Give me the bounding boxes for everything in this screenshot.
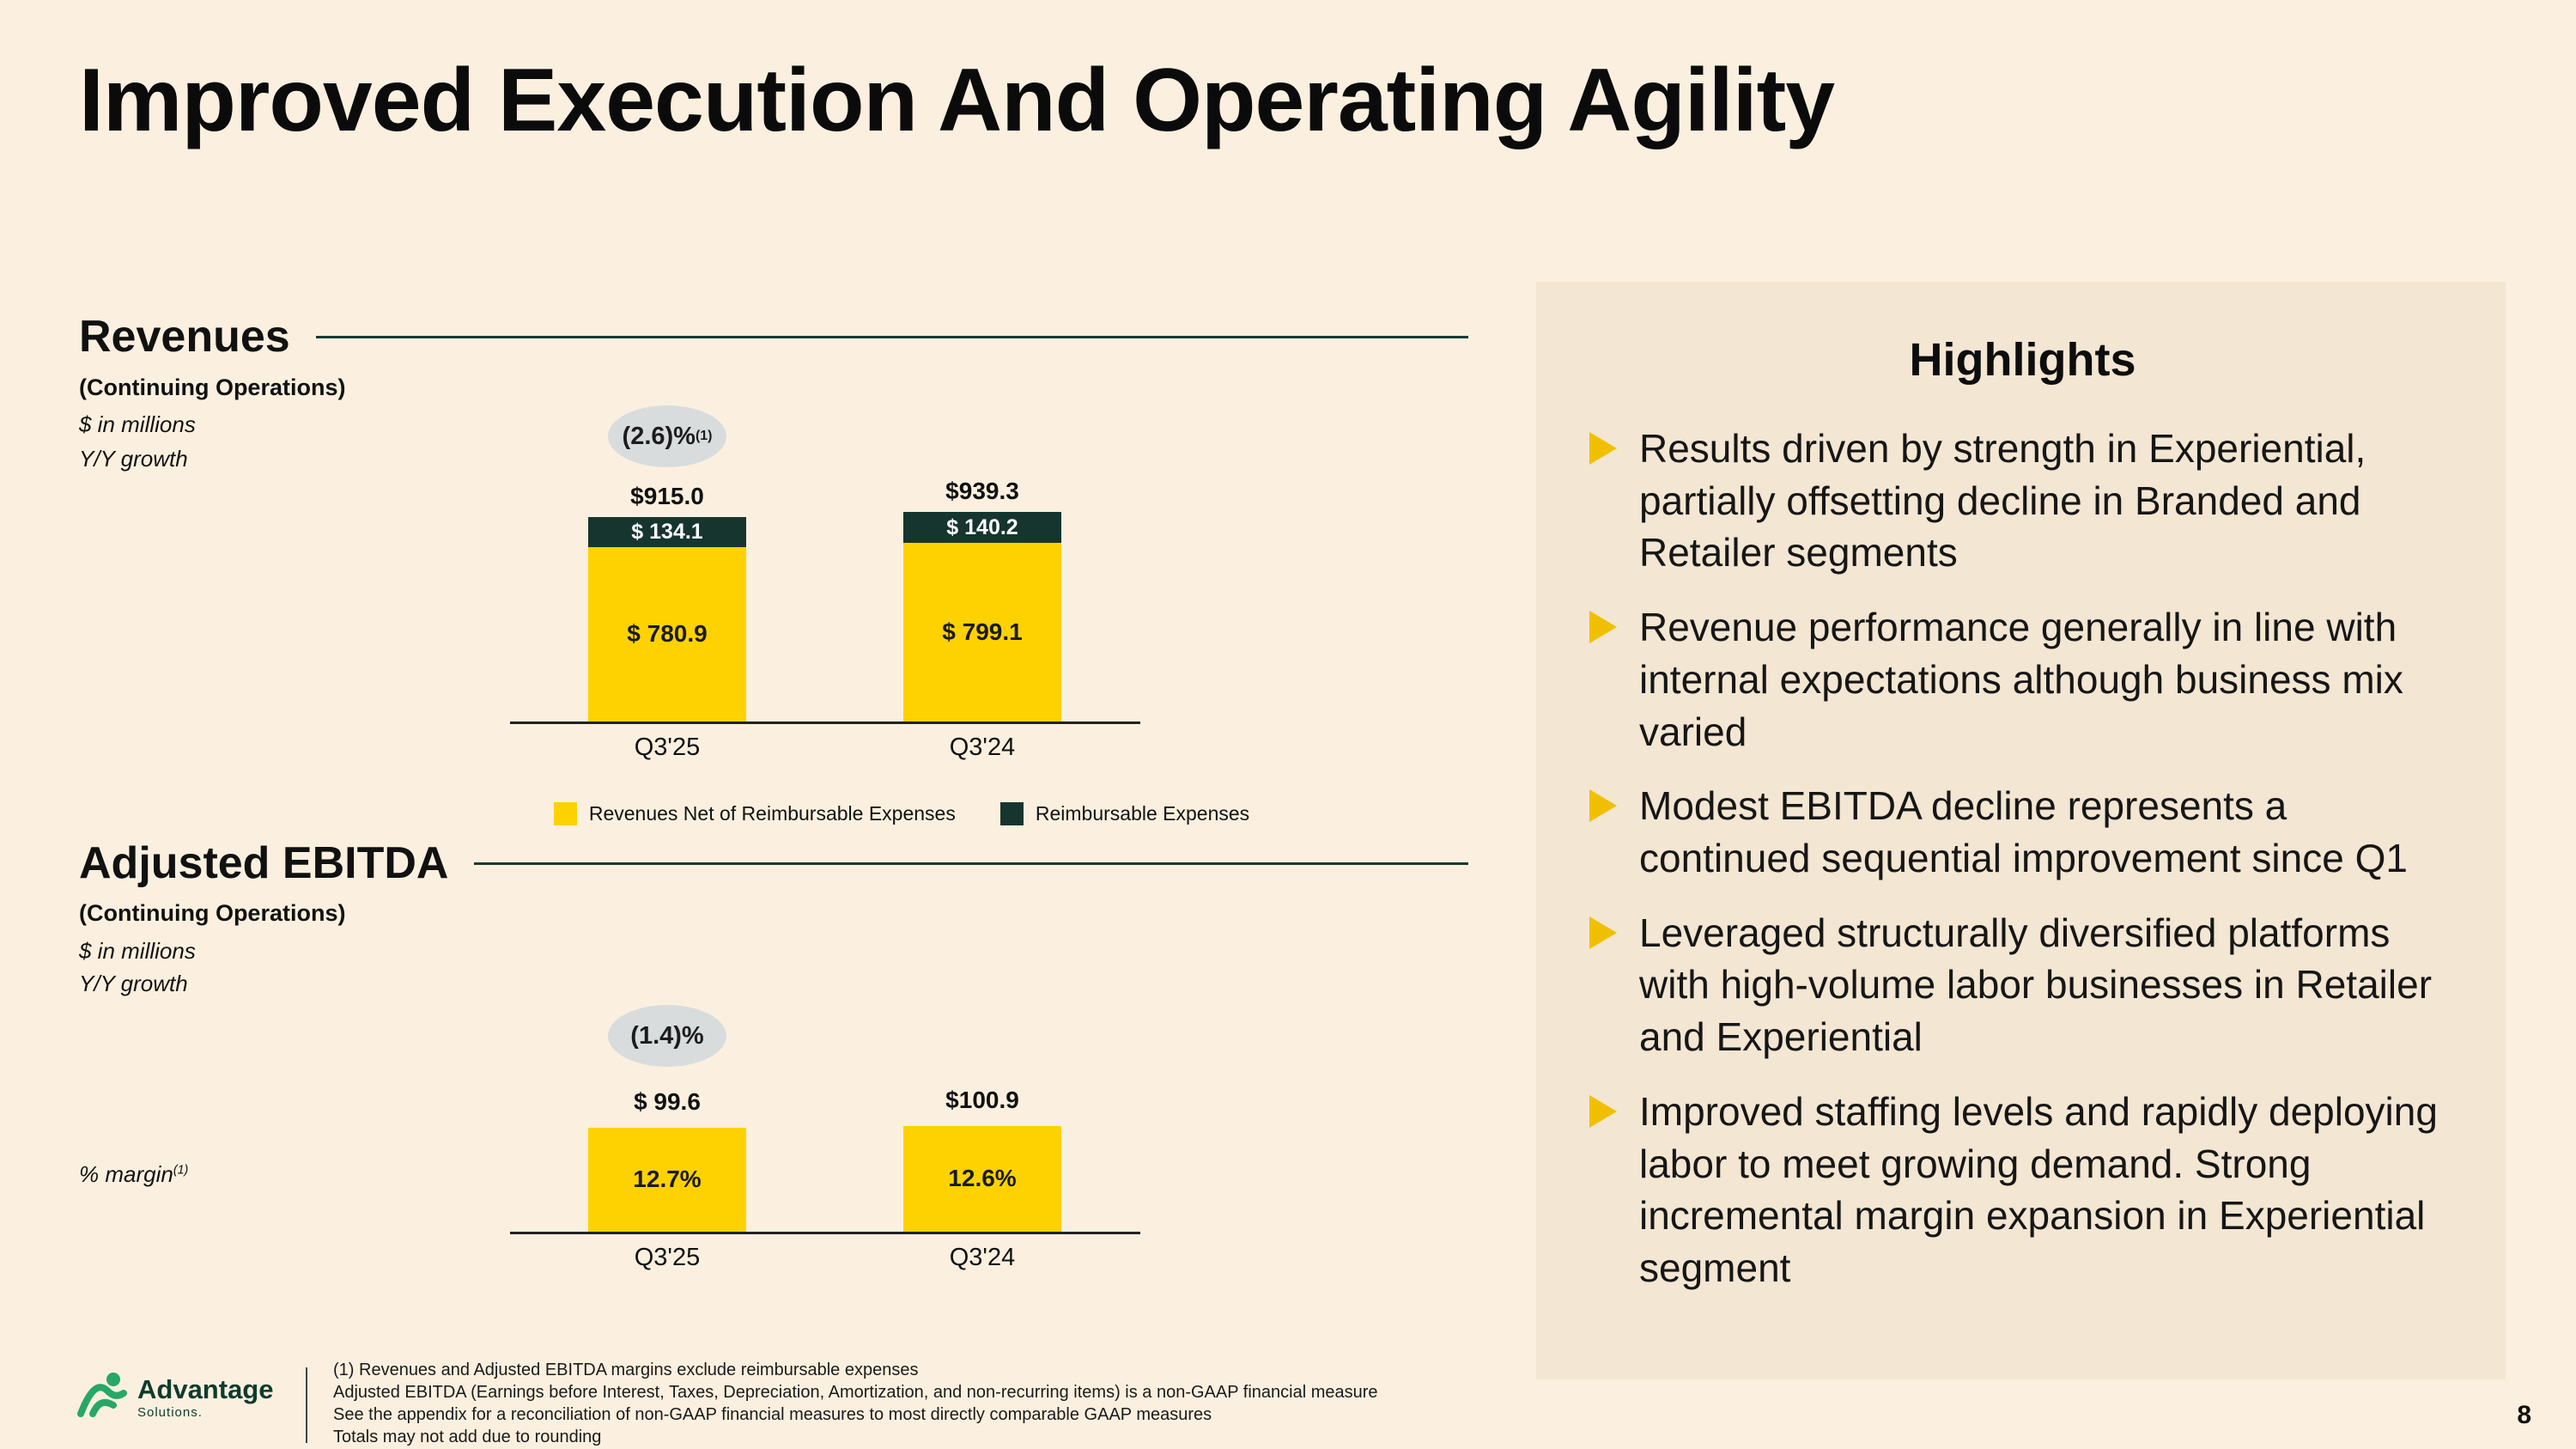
bullet-text: Leveraged structurally diversified platf… xyxy=(1639,910,2433,1060)
legend-label: Revenues Net of Reimbursable Expenses xyxy=(588,802,956,825)
bar-segment-reimbursable: $ 134.1 xyxy=(588,517,746,547)
revenues-units-note: $ in millions xyxy=(79,411,196,437)
highlight-bullet: Leveraged structurally diversified platf… xyxy=(1589,907,2456,1063)
segment-value-label: $ 799.1 xyxy=(942,618,1023,646)
highlight-bullet: Revenue performance generally in line wi… xyxy=(1589,601,2456,758)
bullet-arrow-icon xyxy=(1589,432,1617,465)
bar-segment-net-revenue: $ 780.9 xyxy=(588,546,746,721)
highlight-bullet: Results driven by strength in Experienti… xyxy=(1589,423,2456,579)
revenues-section-heading: Revenues xyxy=(79,311,1468,362)
ebitda-growth-note: Y/Y growth xyxy=(79,971,188,996)
bullet-arrow-icon xyxy=(1589,1094,1617,1128)
logo-sub-wordmark: Solutions. xyxy=(137,1404,203,1420)
heading-rule xyxy=(315,335,1468,338)
x-axis-label-q324: Q3'24 xyxy=(949,734,1016,761)
margin-value-label: 12.6% xyxy=(948,1165,1017,1192)
advantage-solutions-logo: Advantage Solutions. xyxy=(76,1371,273,1423)
page-number: 8 xyxy=(2517,1401,2531,1429)
yoy-growth-value: (1.4)% xyxy=(630,1021,704,1050)
highlights-title: Highlights xyxy=(1909,334,2136,386)
revenues-subheading: (Continuing Operations) xyxy=(79,374,346,400)
legend-swatch-yellow xyxy=(553,802,577,825)
footnote-ref: (1) xyxy=(695,429,713,443)
legend-item-reimbursable: Reimbursable Expenses xyxy=(999,802,1250,825)
heading-rule xyxy=(474,861,1468,865)
highlights-panel: Highlights Results driven by strength in… xyxy=(1536,282,2506,1379)
bar-value-label: $ 99.6 xyxy=(634,1087,701,1115)
ebitda-yoy-badge: (1.4)% xyxy=(608,1005,726,1067)
bullet-text: Modest EBITDA decline represents a conti… xyxy=(1639,783,2408,881)
segment-value-label: $ 134.1 xyxy=(631,520,703,545)
footer-divider xyxy=(306,1367,307,1443)
legend-swatch-dark xyxy=(999,802,1024,825)
bullet-text: Results driven by strength in Experienti… xyxy=(1639,426,2366,575)
yoy-growth-value: (2.6)% xyxy=(622,422,696,450)
ebitda-bar-q324: $100.9 12.6% xyxy=(903,1087,1061,1232)
revenues-yoy-badge: (2.6)% (1) xyxy=(608,405,726,467)
bar-total-label: $939.3 xyxy=(945,477,1019,504)
revenues-heading-label: Revenues xyxy=(79,312,290,362)
margin-note: % margin(1) xyxy=(79,1161,189,1187)
highlight-bullet: Modest EBITDA decline represents a conti… xyxy=(1589,780,2456,884)
margin-value-label: 12.7% xyxy=(633,1166,702,1193)
revenues-legend: Revenues Net of Reimbursable Expenses Re… xyxy=(429,802,1374,825)
footnote-line: Totals may not add due to rounding xyxy=(333,1428,602,1446)
advantage-logo-icon xyxy=(76,1371,127,1423)
bar-segment-net-revenue: $ 799.1 xyxy=(903,543,1061,721)
bar-segment-reimbursable: $ 140.2 xyxy=(903,511,1061,544)
ebitda-bar: 12.6% xyxy=(903,1125,1061,1232)
page-title: Improved Execution And Operating Agility xyxy=(79,51,1835,150)
revenues-bar-q325: $915.0 $ 134.1 $ 780.9 xyxy=(588,483,746,721)
ebitda-subheading: (Continuing Operations) xyxy=(79,900,346,926)
legend-item-net-revenues: Revenues Net of Reimbursable Expenses xyxy=(553,802,956,825)
ebitda-heading-label: Adjusted EBITDA xyxy=(79,838,449,888)
segment-value-label: $ 780.9 xyxy=(627,620,708,648)
highlight-bullet: Improved staffing levels and rapidly dep… xyxy=(1589,1086,2456,1294)
footnote-line: See the appendix for a reconciliation of… xyxy=(333,1405,1212,1424)
ebitda-units-note: $ in millions xyxy=(79,938,196,964)
segment-value-label: $ 140.2 xyxy=(946,514,1018,539)
bullet-arrow-icon xyxy=(1589,916,1617,949)
ebitda-section-heading: Adjusted EBITDA xyxy=(79,837,1468,889)
revenues-bar-chart: (2.6)% (1) $915.0 $ 134.1 $ 780.9 $939.3 … xyxy=(510,404,1140,761)
bullet-text: Revenue performance generally in line wi… xyxy=(1639,605,2403,754)
footnote-ref: (1) xyxy=(173,1163,189,1178)
bullet-text: Improved staffing levels and rapidly dep… xyxy=(1639,1088,2438,1291)
ebitda-bar-chart: (1.4)% $ 99.6 12.7% $100.9 12.6% Q3'25 Q… xyxy=(510,996,1140,1271)
x-axis-label-q324: Q3'24 xyxy=(949,1244,1016,1271)
ebitda-bar-q325: $ 99.6 12.7% xyxy=(588,1087,746,1232)
revenues-bar-q324: $939.3 $ 140.2 $ 799.1 xyxy=(903,478,1061,721)
footnote-line: (1) Revenues and Adjusted EBITDA margins… xyxy=(333,1361,919,1379)
bar-total-label: $915.0 xyxy=(630,483,704,510)
ebitda-bar: 12.7% xyxy=(588,1127,746,1232)
x-axis-label-q325: Q3'25 xyxy=(634,734,701,761)
logo-wordmark: Advantage xyxy=(137,1373,274,1404)
revenues-growth-note: Y/Y growth xyxy=(79,446,188,472)
bullet-arrow-icon xyxy=(1589,789,1617,823)
footnotes: (1) Revenues and Adjusted EBITDA margins… xyxy=(333,1359,1378,1448)
bar-value-label: $100.9 xyxy=(945,1086,1019,1113)
bullet-arrow-icon xyxy=(1589,611,1617,644)
footnote-line: Adjusted EBITDA (Earnings before Interes… xyxy=(333,1383,1378,1402)
x-axis-label-q325: Q3'25 xyxy=(634,1244,701,1271)
legend-label: Reimbursable Expenses xyxy=(1035,802,1250,825)
